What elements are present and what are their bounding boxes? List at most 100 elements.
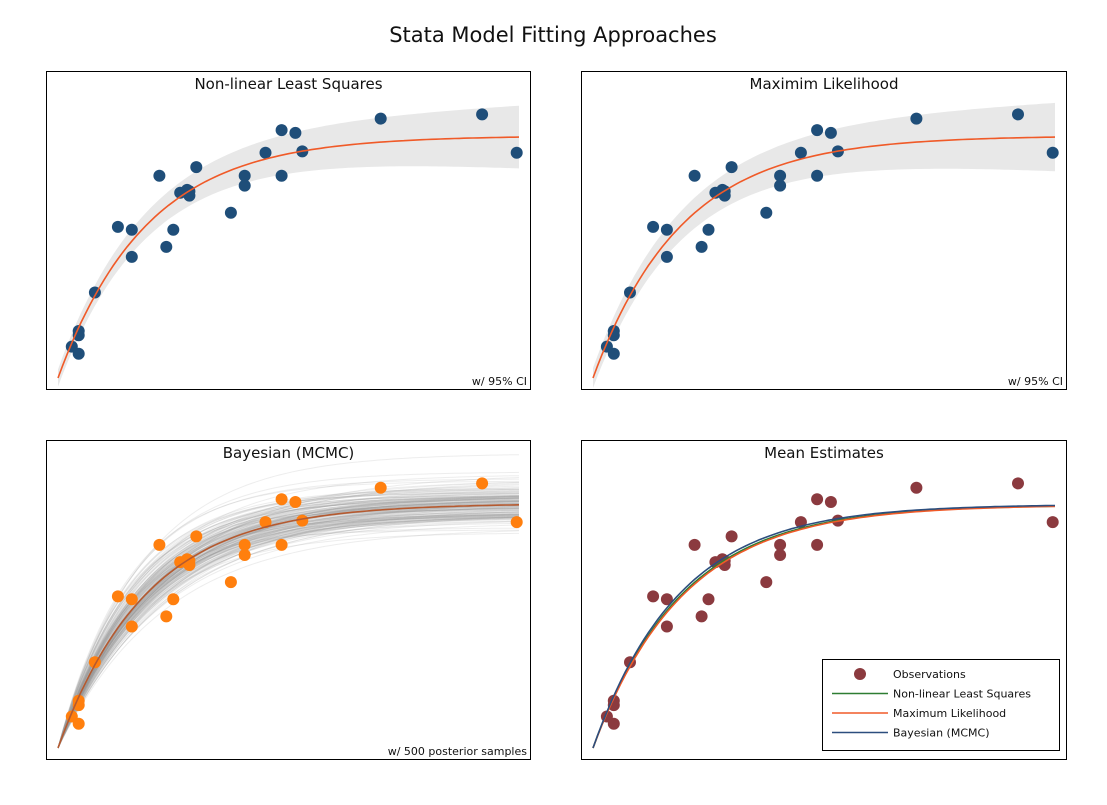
posterior-sample-line (57, 495, 519, 749)
legend-label: Bayesian (MCMC) (893, 727, 990, 740)
posterior-sample-line (57, 495, 520, 749)
posterior-sample-line (57, 511, 520, 749)
posterior-sample-line (57, 509, 519, 749)
panel-frame (46, 440, 531, 760)
observation-point (296, 514, 309, 527)
posterior-sample-line (57, 517, 520, 749)
posterior-sample-line (57, 477, 520, 749)
posterior-sample-line (57, 485, 519, 749)
posterior-sample-line (57, 505, 520, 749)
posterior-sample-line (57, 518, 519, 749)
posterior-sample-line (57, 507, 520, 749)
observation-point (275, 538, 288, 551)
observation-point (153, 169, 166, 182)
posterior-sample-line (57, 520, 520, 749)
observation-point (238, 538, 251, 551)
series-line (592, 505, 1056, 749)
observation-point (794, 146, 807, 159)
posterior-sample-line (57, 509, 519, 749)
observation-point (811, 493, 824, 506)
posterior-sample-line (57, 508, 519, 749)
observation-point (167, 593, 180, 606)
fit-line (57, 136, 520, 379)
observation-point (647, 220, 660, 233)
posterior-sample-line (57, 492, 519, 749)
posterior-sample-line (57, 507, 520, 749)
observation-point (660, 250, 673, 263)
panel-title: Non-linear Least Squares (194, 75, 382, 93)
posterior-sample-line (57, 502, 520, 749)
posterior-sample-line (57, 506, 520, 749)
legend-label: Observations (893, 668, 966, 681)
observation-point (72, 717, 85, 730)
observation-point (125, 620, 138, 633)
posterior-sample-line (57, 501, 520, 749)
posterior-sample-line (57, 493, 520, 749)
legend-label: Maximum Likelihood (893, 707, 1006, 720)
panel-4: Mean Estimates Observations Non-linear Lea… (581, 440, 1067, 760)
panel-1: Non-linear Least Squares w/ 95% CI (46, 71, 531, 390)
posterior-sample-line (57, 516, 520, 749)
observation-point (125, 593, 138, 606)
observation-point (811, 169, 824, 182)
observation-point (760, 576, 773, 589)
observation-point (774, 169, 787, 182)
observation-point (910, 112, 923, 125)
observation-point (275, 169, 288, 182)
observation-point (160, 240, 173, 253)
posterior-sample-line (57, 491, 519, 749)
posterior-sample-line (57, 517, 520, 749)
posterior-sample-line (57, 480, 519, 749)
posterior-sample-line (57, 515, 520, 749)
posterior-sample-line (57, 512, 520, 749)
posterior-sample-line (57, 501, 520, 749)
observation-point (289, 496, 302, 508)
observation-point (607, 347, 620, 360)
observation-point (111, 590, 124, 603)
posterior-sample-line (57, 519, 519, 749)
observation-point (125, 223, 138, 236)
posterior-sample-line (57, 510, 520, 749)
observation-point (111, 220, 124, 233)
observation-point (660, 223, 673, 236)
observation-point (167, 223, 180, 236)
posterior-sample-line (57, 516, 520, 749)
posterior-sample-line (57, 514, 519, 749)
legend-label: Non-linear Least Squares (893, 688, 1031, 701)
observation-point (688, 169, 701, 182)
ci-band (58, 105, 519, 387)
observation-point (238, 549, 251, 561)
observation-point (760, 206, 773, 219)
observation-points (65, 477, 523, 730)
posterior-sample-line (57, 499, 519, 749)
posterior-sample-line (57, 487, 519, 749)
observation-point (153, 538, 166, 551)
posterior-sample-line (57, 478, 519, 749)
observation-point (510, 516, 523, 529)
posterior-sample-line (57, 507, 520, 749)
observation-point (275, 124, 288, 137)
plot-area (592, 102, 1059, 389)
observation-point (476, 477, 489, 490)
posterior-sample-line (57, 496, 520, 749)
panel-title: Mean Estimates (764, 444, 884, 462)
observation-point (910, 481, 923, 494)
posterior-sample-line (57, 504, 520, 749)
panels: Non-linear Least Squares w/ 95% CI Maximim… (46, 71, 1067, 760)
posterior-sample-line (57, 510, 520, 749)
posterior-sample-line (57, 489, 519, 749)
posterior-sample-line (57, 475, 519, 749)
observation-point (190, 161, 203, 174)
posterior-sample-line (57, 501, 520, 749)
posterior-sample-line (57, 515, 520, 749)
panel-annotation: w/ 95% CI (472, 375, 527, 388)
observation-point (824, 496, 837, 508)
posterior-sample-line (57, 498, 519, 749)
series-line (592, 504, 1055, 749)
observation-point (238, 169, 251, 182)
posterior-sample-line (57, 492, 520, 749)
panel-title: Maximim Likelihood (750, 75, 899, 93)
observation-point (695, 240, 708, 253)
posterior-sample-line (57, 496, 520, 749)
